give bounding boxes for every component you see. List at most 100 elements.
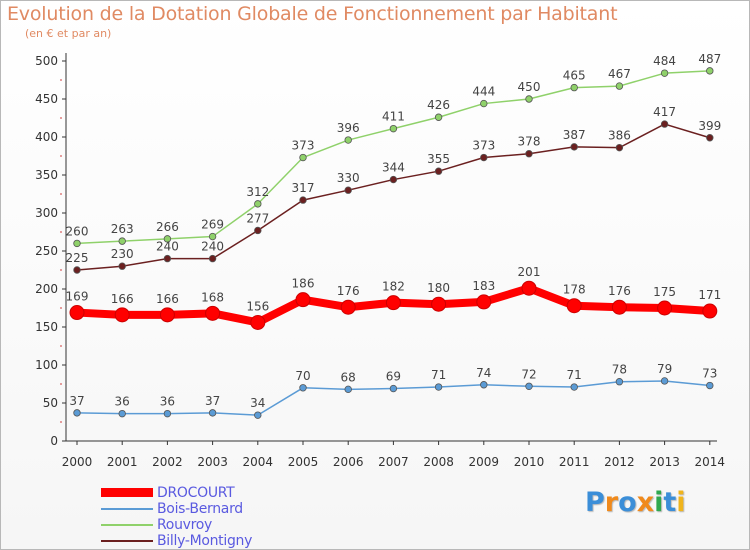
data-label-billy-montigny: 240 xyxy=(156,240,179,254)
data-point-billy-montigny xyxy=(254,227,261,234)
x-tick-label: 2003 xyxy=(197,455,228,469)
data-point-billy-montigny xyxy=(209,255,216,262)
data-label-rouvroy: 450 xyxy=(518,80,541,94)
data-label-bois-bernard: 34 xyxy=(250,396,265,410)
data-point-drocourt xyxy=(160,308,174,322)
x-tick-label: 2009 xyxy=(469,455,500,469)
data-label-billy-montigny: 317 xyxy=(292,181,315,195)
data-point-rouvroy xyxy=(390,125,397,132)
x-tick-label: 2004 xyxy=(243,455,274,469)
y-tick-label: 0 xyxy=(50,434,58,448)
x-tick-label: 2010 xyxy=(514,455,545,469)
logo-letter: o xyxy=(618,487,637,518)
legend-swatch-drocourt xyxy=(101,488,153,497)
data-label-drocourt: 175 xyxy=(653,285,676,299)
y-tick-label: 450 xyxy=(35,92,58,106)
proxiti-logo: Proxiti xyxy=(585,487,686,518)
x-tick-label: 2001 xyxy=(107,455,138,469)
x-tick-label: 2002 xyxy=(152,455,183,469)
legend-swatch-billy-montigny xyxy=(101,540,153,542)
data-point-billy-montigny xyxy=(616,144,623,151)
legend-label-rouvroy: Rouvroy xyxy=(157,517,212,533)
legend-swatch-bois-bernard xyxy=(101,508,153,510)
data-point-drocourt xyxy=(658,301,672,315)
data-point-billy-montigny xyxy=(571,144,578,151)
data-point-bois-bernard xyxy=(707,382,714,389)
data-label-rouvroy: 465 xyxy=(563,69,586,83)
data-point-billy-montigny xyxy=(707,134,714,141)
data-label-billy-montigny: 225 xyxy=(66,251,89,265)
data-point-billy-montigny xyxy=(345,187,352,194)
data-label-bois-bernard: 72 xyxy=(521,367,536,381)
data-point-rouvroy xyxy=(435,114,442,121)
data-label-bois-bernard: 70 xyxy=(295,369,310,383)
y-tick-label: 100 xyxy=(35,358,58,372)
data-label-billy-montigny: 387 xyxy=(563,128,586,142)
x-tick-label: 2005 xyxy=(288,455,319,469)
data-point-drocourt xyxy=(567,299,581,313)
data-label-drocourt: 166 xyxy=(156,292,179,306)
data-label-rouvroy: 487 xyxy=(698,52,721,66)
data-label-billy-montigny: 277 xyxy=(246,211,269,225)
data-point-drocourt xyxy=(477,295,491,309)
data-label-rouvroy: 266 xyxy=(156,220,179,234)
y-tick-label: 50 xyxy=(43,396,58,410)
data-point-drocourt xyxy=(386,296,400,310)
data-label-bois-bernard: 78 xyxy=(612,363,627,377)
data-label-billy-montigny: 330 xyxy=(337,171,360,185)
data-point-bois-bernard xyxy=(209,410,216,417)
data-point-bois-bernard xyxy=(571,384,578,391)
data-label-drocourt: 176 xyxy=(337,284,360,298)
data-label-bois-bernard: 79 xyxy=(657,362,672,376)
data-point-rouvroy xyxy=(254,201,261,208)
data-label-billy-montigny: 240 xyxy=(201,240,224,254)
logo-letter: i xyxy=(676,487,685,518)
logo-letter: i xyxy=(654,487,663,518)
logo-letter: P xyxy=(585,487,605,518)
data-label-drocourt: 201 xyxy=(518,265,541,279)
data-point-drocourt xyxy=(341,300,355,314)
data-label-drocourt: 169 xyxy=(66,290,89,304)
data-point-rouvroy xyxy=(661,70,668,77)
data-label-billy-montigny: 344 xyxy=(382,161,405,175)
x-tick-label: 2006 xyxy=(333,455,364,469)
data-label-rouvroy: 269 xyxy=(201,218,224,232)
data-point-bois-bernard xyxy=(164,410,171,417)
data-label-drocourt: 168 xyxy=(201,290,224,304)
data-label-billy-montigny: 355 xyxy=(427,152,450,166)
data-point-billy-montigny xyxy=(74,267,81,274)
data-label-bois-bernard: 37 xyxy=(69,394,84,408)
data-label-bois-bernard: 36 xyxy=(115,395,130,409)
data-point-drocourt xyxy=(206,306,220,320)
data-point-billy-montigny xyxy=(661,121,668,128)
data-point-bois-bernard xyxy=(661,378,668,385)
data-label-rouvroy: 396 xyxy=(337,121,360,135)
y-tick-label: 400 xyxy=(35,130,58,144)
data-label-drocourt: 182 xyxy=(382,280,405,294)
x-tick-label: 2011 xyxy=(559,455,590,469)
data-label-drocourt: 180 xyxy=(427,281,450,295)
line-chart: 0501001502002503003504004505002000 2001 20… xyxy=(1,1,749,549)
data-label-rouvroy: 263 xyxy=(111,222,134,236)
data-point-bois-bernard xyxy=(345,386,352,393)
x-tick-label: 2013 xyxy=(649,455,680,469)
data-point-bois-bernard xyxy=(390,385,397,392)
data-point-drocourt xyxy=(296,293,310,307)
data-label-drocourt: 183 xyxy=(472,279,495,293)
logo-letter: r xyxy=(605,487,618,518)
data-point-rouvroy xyxy=(526,96,533,103)
data-label-rouvroy: 484 xyxy=(653,54,676,68)
data-label-bois-bernard: 68 xyxy=(341,370,356,384)
data-point-bois-bernard xyxy=(119,410,126,417)
x-tick-label: 2000 xyxy=(62,455,93,469)
chart-frame: Evolution de la Dotation Globale de Fonc… xyxy=(0,0,750,550)
data-label-billy-montigny: 386 xyxy=(608,129,631,143)
data-label-bois-bernard: 36 xyxy=(160,395,175,409)
data-label-billy-montigny: 399 xyxy=(698,119,721,133)
data-label-billy-montigny: 417 xyxy=(653,105,676,119)
data-point-rouvroy xyxy=(707,68,714,75)
data-point-drocourt xyxy=(612,300,626,314)
data-point-drocourt xyxy=(432,297,446,311)
x-tick-label: 2012 xyxy=(604,455,635,469)
data-point-bois-bernard xyxy=(616,378,623,385)
